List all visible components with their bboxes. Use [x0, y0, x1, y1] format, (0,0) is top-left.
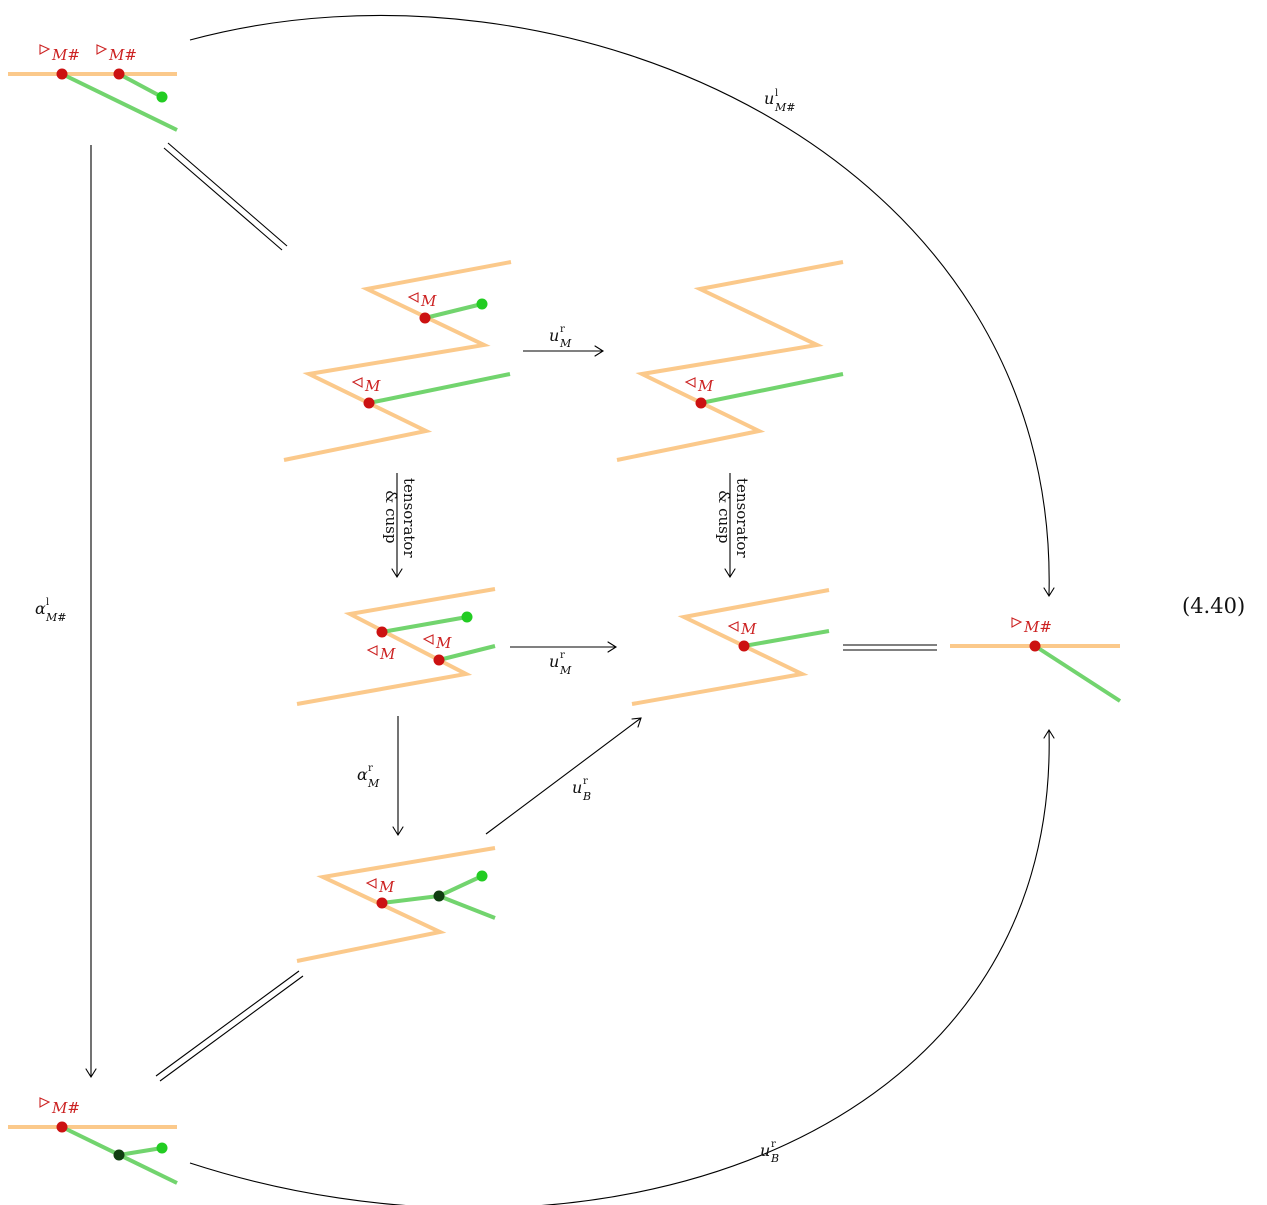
svg-text:M: M: [378, 878, 395, 896]
equation-number: (4.40): [1182, 594, 1245, 618]
diagram-zigzag-e: M: [296, 846, 496, 963]
svg-text:l: l: [46, 597, 49, 608]
svg-text:& cusp: & cusp: [382, 490, 400, 543]
svg-text:M: M: [697, 377, 714, 395]
label-alpha-r-M: α r M: [357, 763, 380, 790]
svg-text:tensorator: tensorator: [400, 478, 418, 558]
red-node: [1029, 640, 1041, 652]
svg-text:r: r: [771, 1139, 776, 1150]
arrow-tensorator-right: [724, 473, 736, 579]
label-alpha-l-M-sharp: α l M#: [35, 597, 66, 624]
arrow-u-r-B-bottom: [189, 728, 1055, 1205]
svg-text:u: u: [760, 1141, 770, 1160]
label-ltri-M: M: [366, 645, 396, 663]
arrow-u-r-B-diagonal: [485, 717, 642, 835]
arrow-alpha-r-M: [392, 716, 404, 837]
label-u-l-M-sharp: u l M#: [764, 88, 795, 114]
arrow-alpha-l-M-sharp: [85, 145, 97, 1079]
svg-text:M: M: [435, 634, 452, 652]
label-u-r-B-diagonal: u r B: [572, 776, 591, 803]
svg-text:u: u: [549, 652, 559, 671]
svg-text:& cusp: & cusp: [715, 490, 733, 543]
red-node: [419, 312, 431, 324]
red-node: [695, 397, 707, 409]
svg-text:M: M: [364, 377, 381, 395]
arrow-u-r-M-middle: [510, 641, 618, 653]
equality-right: [843, 644, 937, 651]
svg-text:M: M: [740, 620, 757, 638]
red-node: [113, 68, 125, 80]
svg-text:B: B: [770, 1152, 779, 1165]
svg-text:r: r: [560, 650, 565, 661]
equality-top: [163, 142, 288, 251]
green-node: [156, 1142, 168, 1154]
red-node: [376, 626, 388, 638]
label-u-r-M-middle: u r M: [549, 650, 572, 677]
diagram-zigzag-c: M M: [296, 587, 496, 706]
dark-green-node: [113, 1149, 125, 1161]
equality-bottom: [155, 970, 304, 1082]
label-tensorator-left: tensorator & cusp: [382, 478, 418, 558]
svg-text:M: M: [379, 645, 396, 663]
label-ltri-M: M: [684, 377, 714, 395]
svg-text:u: u: [764, 89, 774, 108]
diagram-target: M#: [950, 617, 1122, 703]
svg-text:tensorator: tensorator: [733, 478, 751, 558]
svg-text:α: α: [35, 599, 46, 618]
svg-text:M#: M#: [108, 46, 137, 64]
svg-text:r: r: [560, 324, 565, 335]
label-rtri-M-sharp: M#: [96, 44, 137, 64]
label-ltri-M: M: [727, 620, 757, 638]
svg-text:M#: M#: [45, 611, 66, 624]
label-ltri-M: M: [422, 634, 452, 652]
svg-text:u: u: [572, 778, 582, 797]
svg-text:α: α: [357, 765, 368, 784]
label-tensorator-right: tensorator & cusp: [715, 478, 751, 558]
label-rtri-M-sharp: M#: [39, 1097, 80, 1117]
arrow-u-r-M-top: [523, 345, 605, 357]
arrow-u-l-M-sharp: [189, 14, 1055, 598]
svg-text:M#: M#: [51, 46, 80, 64]
arrow-tensorator-left: [391, 473, 403, 579]
green-node: [476, 870, 488, 882]
svg-text:B: B: [582, 790, 591, 803]
red-node: [56, 68, 68, 80]
svg-text:M: M: [367, 777, 380, 790]
red-node: [363, 397, 375, 409]
label-ltri-M: M: [351, 377, 381, 395]
red-node: [433, 654, 445, 666]
green-node: [461, 611, 473, 623]
svg-text:M#: M#: [774, 101, 795, 114]
diagram-zigzag-b: M: [616, 260, 844, 462]
svg-text:l: l: [775, 88, 778, 99]
red-node: [56, 1121, 68, 1133]
diagram-bottom-left: M#: [8, 1097, 178, 1185]
red-node: [738, 640, 750, 652]
svg-text:r: r: [368, 763, 373, 774]
label-ltri-M: M: [365, 878, 395, 896]
red-node: [376, 897, 388, 909]
svg-text:M: M: [420, 292, 437, 310]
label-rtri-M-sharp: M#: [39, 44, 80, 64]
label-ltri-M: M: [407, 292, 437, 310]
svg-text:r: r: [583, 776, 588, 787]
green-node: [156, 91, 168, 103]
dark-green-node: [433, 890, 445, 902]
svg-text:M#: M#: [1023, 618, 1052, 636]
diagram-top-left: M# M#: [8, 44, 178, 132]
label-u-r-B-bottom: u r B: [760, 1139, 779, 1165]
label-rtri-M-sharp: M#: [1011, 617, 1052, 636]
svg-text:M: M: [559, 664, 572, 677]
diagram-zigzag-a: M M: [283, 260, 512, 462]
label-u-r-M-top: u r M: [549, 324, 572, 350]
svg-text:u: u: [549, 326, 559, 345]
diagram-zigzag-d: M: [631, 588, 830, 706]
svg-text:M#: M#: [51, 1099, 80, 1117]
green-node: [476, 298, 488, 310]
svg-text:M: M: [559, 337, 572, 350]
